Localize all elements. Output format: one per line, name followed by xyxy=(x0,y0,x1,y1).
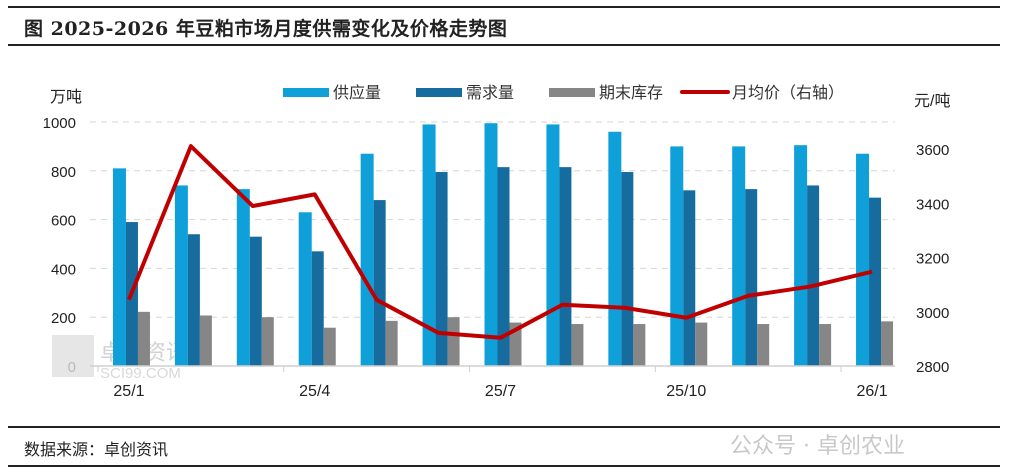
bar-需求量-25/7 xyxy=(497,167,510,366)
bar-供应量-25/2 xyxy=(174,185,188,366)
bar-期末库存-26/1 xyxy=(881,321,894,366)
x-tick-label: 25/1 xyxy=(113,383,144,400)
data-source: 数据来源：卓创资讯 xyxy=(24,440,169,459)
bar-供应量-25/11 xyxy=(732,146,746,366)
bar-需求量-25/2 xyxy=(187,234,200,366)
bar-供应量-25/10 xyxy=(670,146,684,366)
y-left-tick-label: 200 xyxy=(51,310,76,327)
wechat-watermark: 公众号 · 卓创农业 xyxy=(730,434,905,459)
bar-供应量-25/1 xyxy=(112,168,126,366)
bar-需求量-25/4 xyxy=(311,251,324,366)
y-left-tick-label: 600 xyxy=(51,213,76,230)
y-left-tick-label: 800 xyxy=(51,164,76,181)
legend-label: 供应量 xyxy=(333,83,381,102)
bar-需求量-25/5 xyxy=(373,200,386,366)
legend-swatch xyxy=(416,88,462,97)
bar-期末库存-25/1 xyxy=(137,311,150,366)
chart-title: 图 2025-2026 年豆粕市场月度供需变化及价格走势图 xyxy=(24,18,508,40)
bar-需求量-26/1 xyxy=(869,197,882,366)
y-left-tick-label: 1000 xyxy=(43,115,76,132)
title-rule xyxy=(8,44,1000,46)
bar-期末库存-25/11 xyxy=(757,324,770,366)
bar-供应量-26/1 xyxy=(856,153,870,366)
legend-swatch xyxy=(549,88,595,97)
bar-供应量-25/7 xyxy=(484,123,498,366)
bar-供应量-25/8 xyxy=(546,124,560,366)
legend-swatch xyxy=(283,88,329,97)
bar-供应量-25/9 xyxy=(608,131,622,366)
bar-供应量-25/6 xyxy=(422,124,436,366)
x-tick-label: 25/4 xyxy=(299,383,330,400)
bar-需求量-25/10 xyxy=(683,190,696,366)
footer-top-rule xyxy=(8,426,1000,428)
top-rule xyxy=(8,6,1000,8)
y-right-tick-label: 3000 xyxy=(916,305,949,322)
plot-watermark-sub: SCI99.COM xyxy=(100,365,181,382)
bar-需求量-25/9 xyxy=(621,172,634,366)
bar-需求量-25/8 xyxy=(559,167,572,366)
bar-期末库存-25/3 xyxy=(261,317,274,366)
y-left-tick-label: 400 xyxy=(51,261,76,278)
bar-期末库存-25/4 xyxy=(323,327,336,366)
y-right-tick-label: 2800 xyxy=(916,359,949,376)
x-tick-label: 25/7 xyxy=(485,383,516,400)
bar-供应量-25/4 xyxy=(298,212,312,366)
watermark-logo xyxy=(52,335,94,377)
bar-需求量-25/12 xyxy=(807,185,820,366)
y-right-tick-label: 3400 xyxy=(916,196,949,213)
y-left-axis-title: 万吨 xyxy=(50,88,82,106)
y-right-axis-title: 元/吨 xyxy=(914,92,950,110)
bar-需求量-25/11 xyxy=(745,189,758,366)
bar-期末库存-25/10 xyxy=(695,322,708,366)
bar-期末库存-25/12 xyxy=(819,324,832,366)
legend-label: 期末库存 xyxy=(599,84,663,102)
y-right-tick-label: 3600 xyxy=(916,142,949,159)
bar-供应量-25/5 xyxy=(360,153,374,366)
bar-需求量-25/3 xyxy=(249,236,262,366)
bar-供应量-25/12 xyxy=(794,145,808,366)
footer-bottom-rule xyxy=(8,465,1000,467)
y-right-tick-label: 3200 xyxy=(916,251,949,268)
x-tick-label: 26/1 xyxy=(856,383,887,400)
bar-需求量-25/6 xyxy=(435,172,448,366)
bar-期末库存-25/6 xyxy=(447,317,460,366)
legend-label: 月均价（右轴） xyxy=(732,84,844,102)
bar-期末库存-25/9 xyxy=(633,324,646,366)
bar-期末库存-25/5 xyxy=(385,320,398,366)
bar-供应量-25/3 xyxy=(236,189,250,366)
bar-期末库存-25/2 xyxy=(199,315,212,366)
legend-label: 需求量 xyxy=(466,84,514,102)
bar-期末库存-25/8 xyxy=(571,324,584,366)
x-tick-label: 25/10 xyxy=(666,383,706,400)
